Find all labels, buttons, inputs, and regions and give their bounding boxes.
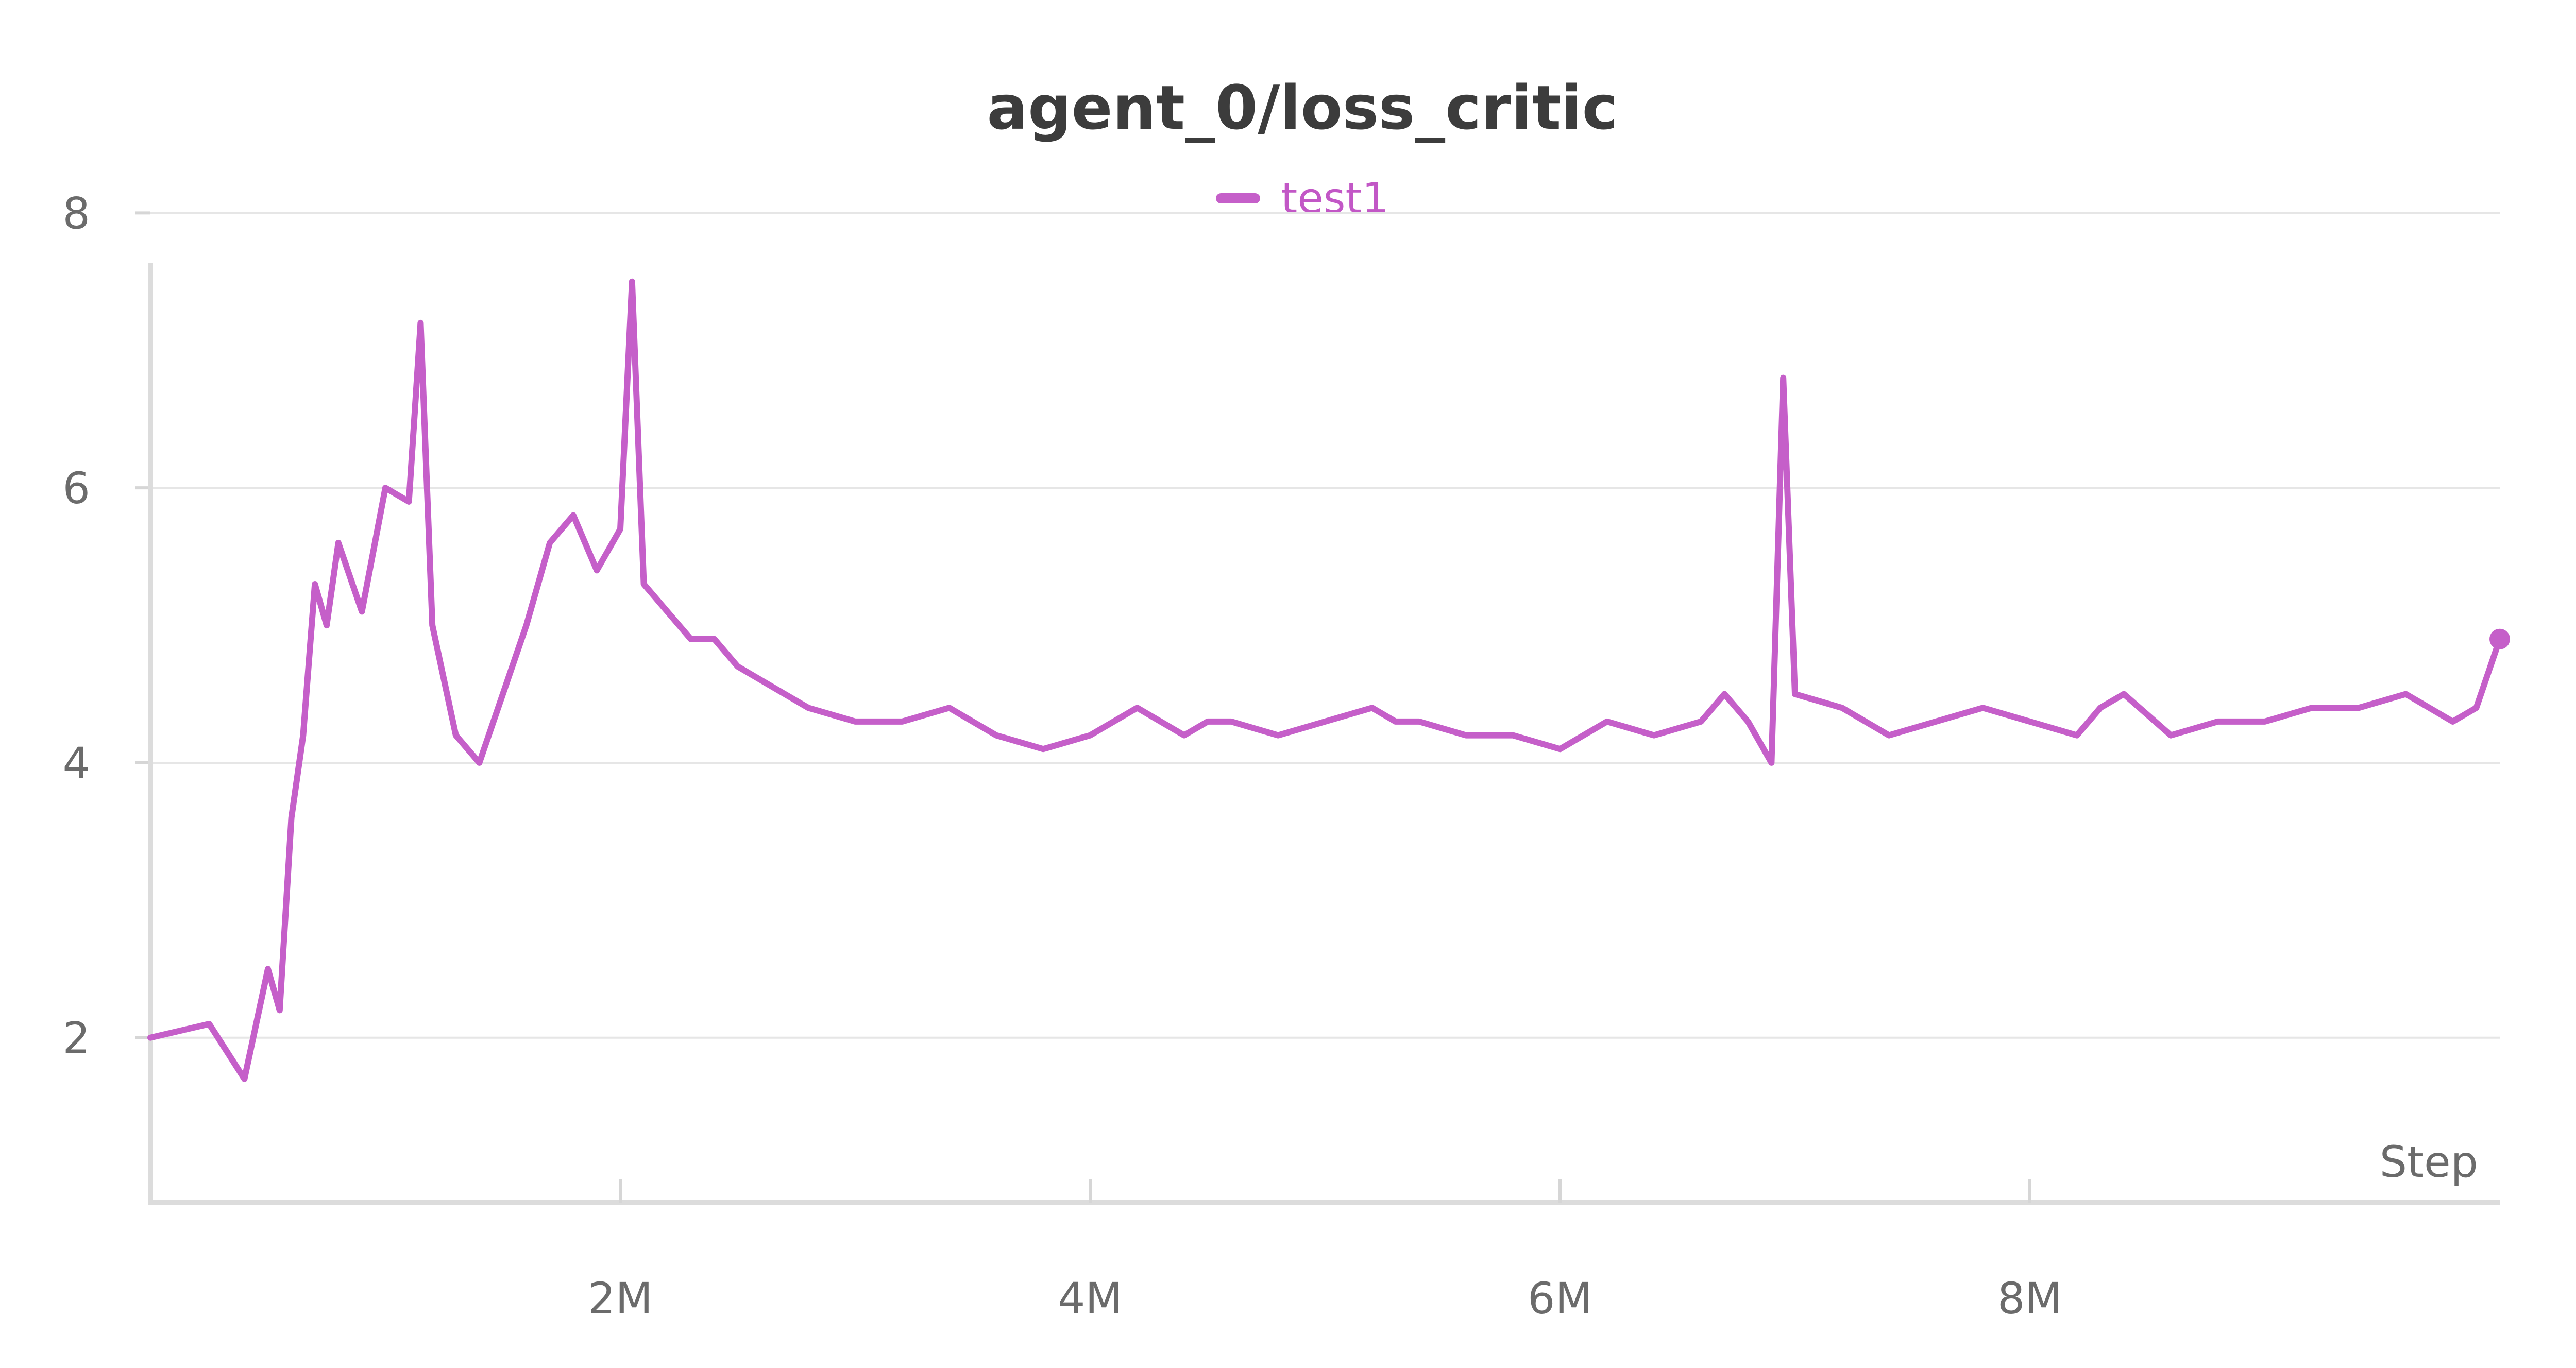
series-line <box>147 278 2503 1082</box>
tick-labels: 2 4 6 8 2M 4M 6M 8M Step <box>63 188 2478 1324</box>
x-tick-label: 8M <box>1997 1273 2062 1324</box>
x-tick-label: 4M <box>1058 1273 1123 1324</box>
chart-title: agent_0/loss_critic <box>987 72 1618 143</box>
y-tick-label: 4 <box>63 738 90 789</box>
legend-swatch <box>1216 193 1261 203</box>
legend-label: test1 <box>1281 174 1389 223</box>
x-axis-label: Step <box>2380 1137 2478 1187</box>
axes <box>135 211 2500 1205</box>
legend: test1 <box>0 174 2576 223</box>
x-tick-label: 6M <box>1528 1273 1592 1324</box>
grid-lines <box>150 212 2500 1039</box>
y-tick-label: 2 <box>63 1013 90 1064</box>
series-layer <box>147 278 2510 1082</box>
y-tick-label: 8 <box>63 188 90 238</box>
series-end-point <box>2489 628 2510 649</box>
y-tick-label: 6 <box>63 463 90 514</box>
x-tick-label: 2M <box>588 1273 653 1324</box>
